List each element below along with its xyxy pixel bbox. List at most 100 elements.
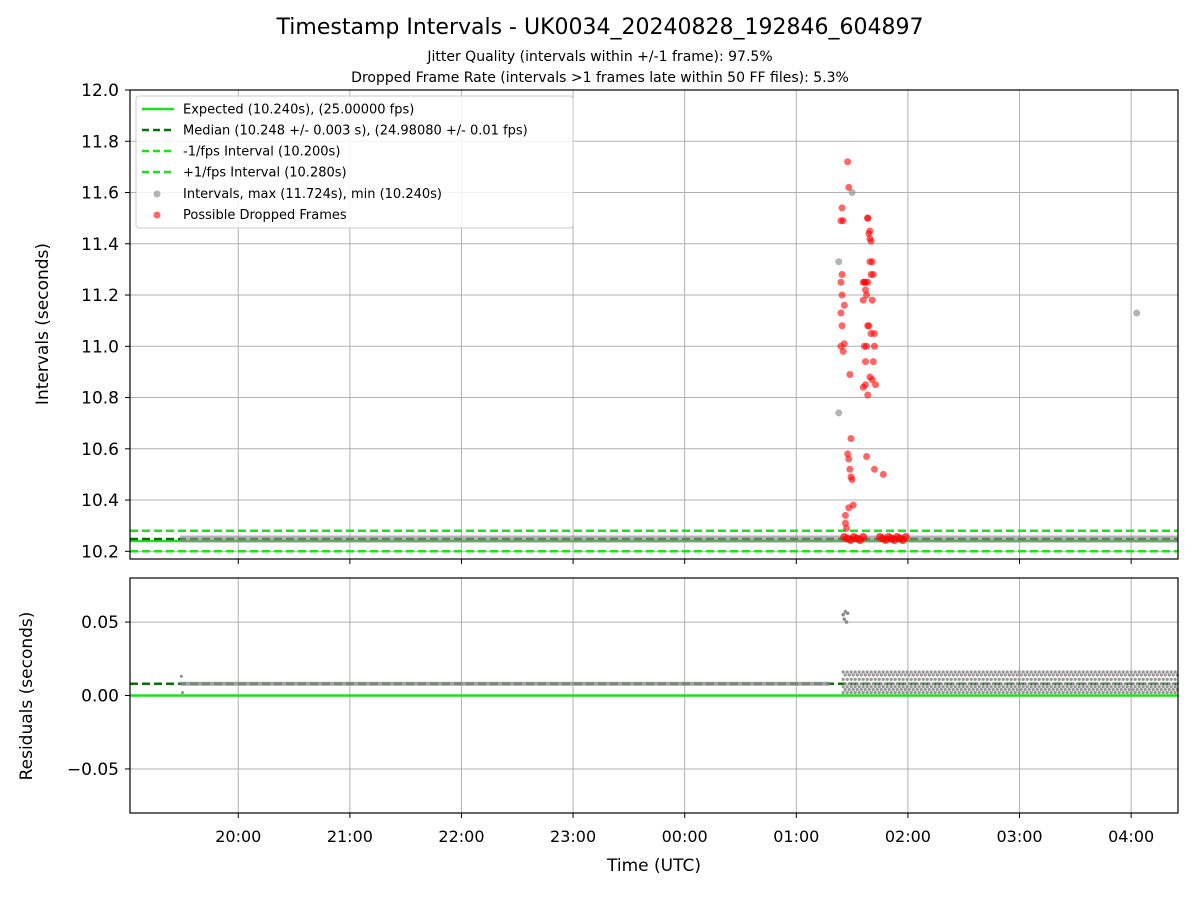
- residual-point: [921, 685, 925, 689]
- residual-point: [843, 673, 847, 677]
- residual-point: [905, 685, 909, 689]
- residual-point: [919, 688, 923, 692]
- residual-point: [1089, 690, 1093, 695]
- residual-point: [997, 670, 1001, 674]
- residual-point: [1043, 688, 1047, 692]
- residual-point: [1049, 677, 1053, 681]
- residual-point: [937, 690, 941, 695]
- residual-point: [977, 670, 981, 674]
- residual-point: [1021, 685, 1025, 689]
- residual-point: [905, 677, 909, 681]
- dropped-frame-point: [864, 278, 872, 286]
- residual-point: [949, 677, 953, 681]
- residual-point: [875, 688, 879, 692]
- residual-point: [1073, 670, 1077, 674]
- dropped-frame-point: [838, 291, 846, 299]
- residual-point: [913, 670, 917, 674]
- residual-point: [919, 682, 923, 686]
- residual-point: [1115, 682, 1119, 686]
- residual-point: [1097, 685, 1101, 689]
- residual-point: [953, 685, 957, 689]
- residual-point: [1163, 688, 1167, 692]
- residual-point: [1001, 677, 1005, 681]
- residual-point: [921, 677, 925, 681]
- residual-point: [1027, 682, 1031, 686]
- residual-point: [1021, 677, 1025, 681]
- residual-point: [989, 670, 993, 674]
- residual-point: [973, 677, 977, 681]
- residual-point: [903, 682, 907, 686]
- residual-point: [895, 682, 899, 686]
- residual-point: [1047, 682, 1051, 686]
- residual-point: [1103, 673, 1107, 677]
- residual-point: [1073, 690, 1077, 695]
- top-y-tick-label: 11.8: [81, 132, 119, 152]
- residual-point: [1003, 688, 1007, 692]
- residual-point: [927, 688, 931, 692]
- residual-point: [971, 682, 975, 686]
- residual-point: [879, 688, 883, 692]
- residual-point: [1127, 688, 1131, 692]
- residual-point: [897, 690, 901, 695]
- residual-point: [1013, 690, 1017, 695]
- residual-point: [1113, 690, 1117, 695]
- residual-point: [937, 677, 941, 681]
- residual-point: [947, 688, 951, 692]
- dropped-frame-point: [839, 347, 847, 355]
- residual-point: [179, 674, 183, 678]
- bottom-y-tick-label: 0.00: [81, 687, 119, 707]
- residual-point: [949, 685, 953, 689]
- residual-point: [1173, 690, 1177, 695]
- residual-point: [931, 673, 935, 677]
- bottom-y-tick-label: 0.05: [81, 613, 119, 633]
- residual-point: [843, 688, 847, 692]
- residual-point: [947, 673, 951, 677]
- residual-point: [1015, 682, 1019, 686]
- bottom-y-tick-label: −0.05: [67, 760, 119, 780]
- residual-point: [877, 677, 881, 681]
- x-tick-label: 02:00: [885, 827, 931, 846]
- dropped-frame-subtitle: Dropped Frame Rate (intervals >1 frames …: [351, 70, 849, 86]
- residual-point: [981, 670, 985, 674]
- residual-point: [180, 691, 184, 695]
- dropped-frame-point: [843, 524, 851, 532]
- residual-point: [1011, 682, 1015, 686]
- residual-point: [933, 670, 937, 674]
- residual-point: [873, 670, 877, 674]
- residual-point: [871, 682, 875, 686]
- legend-expected-label: Expected (10.240s), (25.00000 fps): [183, 103, 414, 118]
- residual-point: [1173, 670, 1177, 674]
- residual-point: [1055, 682, 1059, 686]
- residual-point: [1149, 685, 1153, 689]
- residual-point: [1107, 682, 1111, 686]
- residual-point: [907, 673, 911, 677]
- legend-dropped-swatch: [153, 211, 161, 219]
- residual-point: [1021, 670, 1025, 674]
- residual-point: [993, 685, 997, 689]
- residual-point: [997, 685, 1001, 689]
- residual-point: [945, 690, 949, 695]
- residual-point: [1033, 670, 1037, 674]
- residual-point: [1041, 690, 1045, 695]
- residual-point: [1077, 690, 1081, 695]
- residual-point: [1043, 673, 1047, 677]
- residual-point: [961, 690, 965, 695]
- residual-point: [845, 677, 849, 681]
- residual-point: [1123, 688, 1127, 692]
- residual-point: [1023, 682, 1027, 686]
- residual-point: [845, 611, 850, 616]
- residual-point: [841, 690, 845, 695]
- residual-point: [1139, 682, 1143, 686]
- residual-point: [913, 690, 917, 695]
- interval-point: [1133, 309, 1141, 317]
- residual-point: [1097, 690, 1101, 695]
- residual-point: [999, 673, 1003, 677]
- residual-point: [1145, 670, 1149, 674]
- residual-point: [859, 673, 863, 677]
- residual-point: [869, 670, 873, 674]
- dropped-frame-point: [869, 358, 877, 366]
- residual-point: [1141, 685, 1145, 689]
- residual-point: [951, 673, 955, 677]
- residual-point: [1165, 670, 1169, 674]
- residual-point: [1101, 685, 1105, 689]
